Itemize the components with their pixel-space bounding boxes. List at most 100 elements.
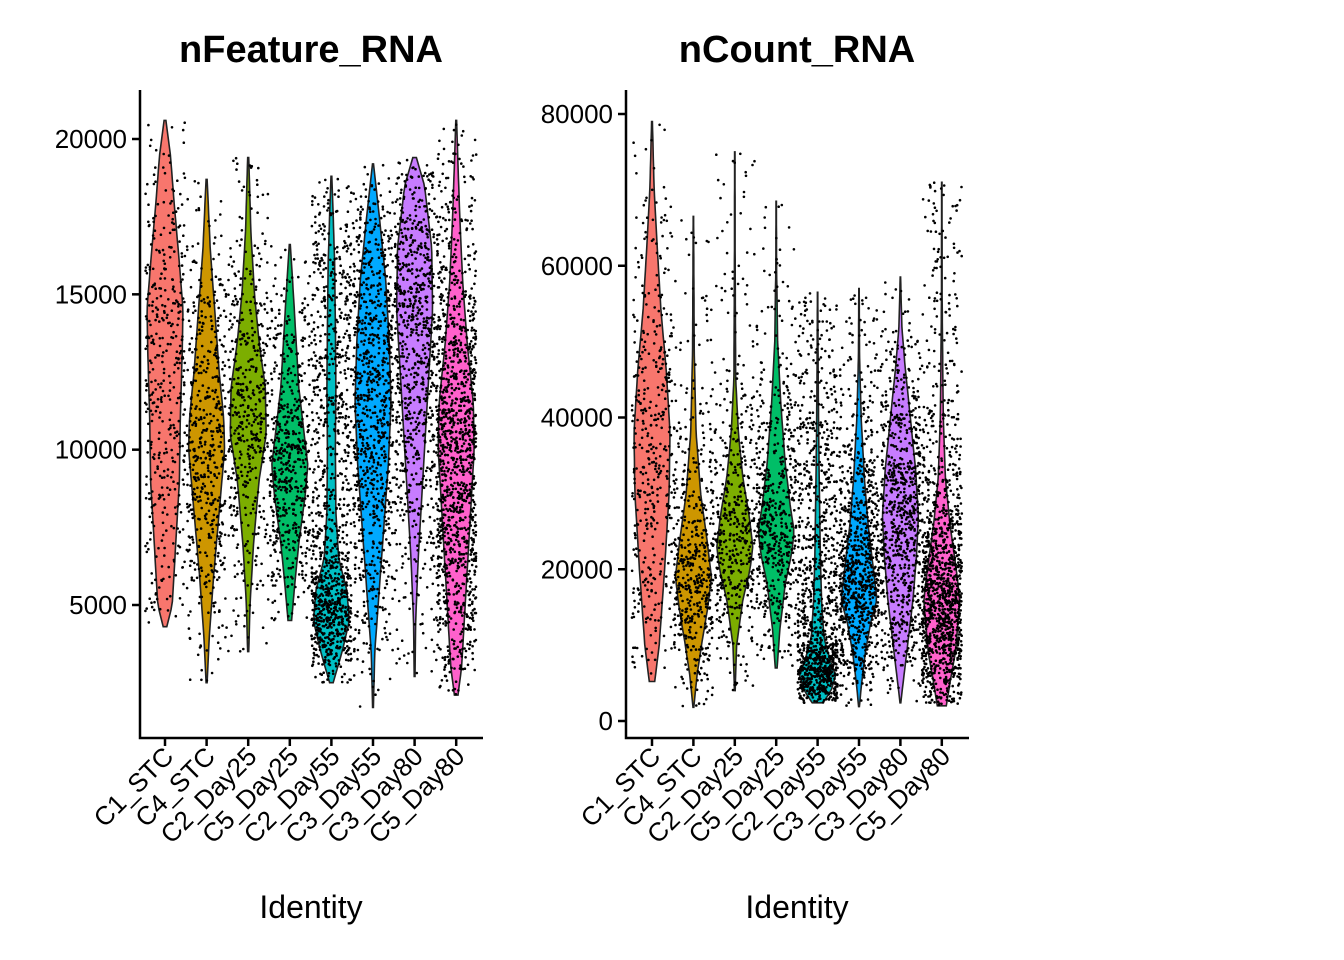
data-point	[383, 248, 387, 251]
data-point	[144, 544, 147, 548]
data-point	[400, 639, 404, 642]
data-point	[160, 578, 163, 582]
data-point	[196, 333, 199, 336]
data-point	[310, 634, 313, 638]
data-point	[238, 244, 242, 247]
data-point	[280, 294, 283, 297]
data-point	[274, 277, 277, 280]
data-point	[173, 363, 177, 367]
data-point	[171, 336, 175, 340]
data-point	[258, 399, 262, 403]
data-point	[405, 509, 408, 513]
data-point	[424, 299, 428, 303]
data-point	[401, 344, 404, 348]
data-point	[341, 488, 344, 491]
data-point	[390, 319, 393, 323]
data-point	[417, 175, 421, 178]
data-point	[206, 521, 209, 525]
data-point	[149, 443, 153, 446]
data-point	[248, 368, 251, 372]
data-point	[449, 313, 452, 317]
data-point	[270, 245, 273, 248]
data-point	[242, 483, 245, 487]
data-point	[171, 287, 175, 291]
data-point	[336, 609, 339, 613]
data-point	[345, 356, 349, 360]
data-point	[219, 503, 222, 506]
data-point	[345, 244, 349, 248]
data-point	[426, 252, 429, 256]
data-point	[342, 632, 345, 635]
data-point	[204, 396, 207, 399]
data-point	[181, 335, 184, 338]
data-point	[254, 451, 258, 454]
data-point	[167, 298, 170, 301]
data-point	[154, 148, 158, 152]
data-point	[409, 302, 413, 306]
data-point	[190, 578, 194, 582]
data-point	[223, 397, 227, 400]
data-point	[236, 476, 240, 480]
data-point	[358, 307, 362, 310]
data-point	[232, 159, 235, 163]
data-point	[318, 211, 322, 215]
data-point	[286, 343, 289, 347]
data-point	[264, 392, 268, 395]
data-point	[411, 331, 414, 334]
data-point	[368, 667, 371, 671]
data-point	[259, 446, 262, 450]
data-point	[230, 326, 233, 329]
data-point	[287, 531, 291, 534]
data-point	[191, 538, 195, 541]
data-point	[337, 381, 341, 385]
data-point	[386, 263, 390, 267]
data-point	[209, 315, 213, 318]
data-point	[352, 393, 356, 396]
data-point	[375, 381, 379, 384]
data-point	[365, 249, 369, 252]
data-point	[344, 606, 347, 609]
data-point	[399, 228, 403, 232]
data-point	[385, 357, 388, 360]
data-point	[326, 641, 330, 645]
data-point	[315, 248, 319, 251]
data-point	[342, 648, 345, 652]
data-point	[227, 278, 230, 282]
data-point	[383, 304, 387, 308]
data-point	[272, 521, 275, 524]
data-point	[383, 395, 386, 398]
data-point	[385, 334, 388, 338]
data-point	[303, 490, 307, 493]
data-point	[274, 478, 277, 481]
data-point	[378, 269, 382, 273]
data-point	[331, 286, 335, 290]
data-point	[240, 453, 243, 456]
data-point	[168, 389, 172, 392]
data-point	[406, 217, 409, 220]
data-point	[286, 430, 290, 433]
data-point	[185, 548, 189, 552]
data-point	[320, 300, 324, 304]
data-point	[372, 444, 376, 447]
data-point	[367, 651, 371, 654]
data-point	[319, 586, 322, 590]
data-point	[405, 173, 408, 177]
data-point	[288, 385, 292, 389]
data-point	[290, 349, 293, 353]
data-point	[310, 592, 314, 595]
data-point	[221, 361, 225, 364]
data-point	[429, 485, 433, 488]
data-point	[414, 257, 417, 260]
data-point	[335, 416, 338, 420]
data-point	[172, 386, 176, 389]
data-point	[235, 546, 239, 549]
data-point	[221, 367, 224, 371]
data-point	[181, 528, 185, 531]
data-point	[259, 383, 263, 387]
data-point	[382, 596, 385, 600]
data-point	[177, 302, 180, 306]
data-point	[229, 312, 232, 316]
data-point	[342, 541, 346, 544]
data-point	[329, 587, 332, 590]
data-point	[430, 369, 433, 373]
